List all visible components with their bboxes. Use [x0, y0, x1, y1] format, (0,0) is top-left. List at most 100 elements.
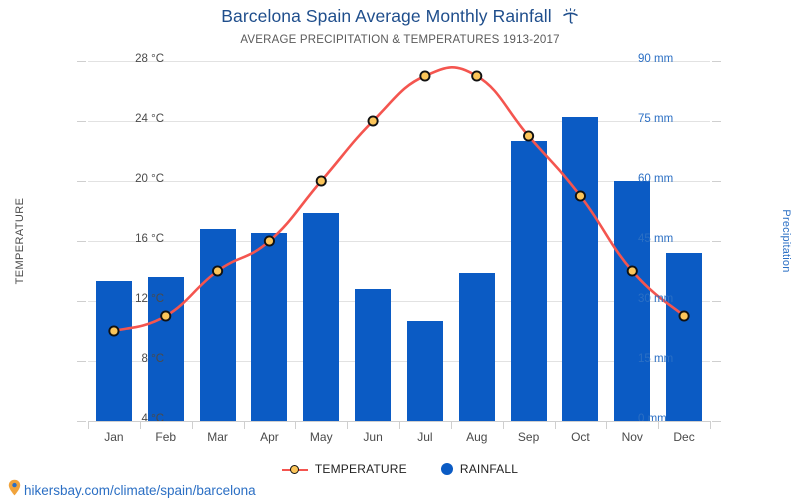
x-axis-month-label: Jul	[417, 430, 433, 444]
rainfall-bar[interactable]	[614, 181, 651, 421]
source-footer[interactable]: hikersbay.com/climate/spain/barcelona	[8, 479, 256, 501]
x-axis-tick	[554, 421, 556, 429]
temperature-point-marker[interactable]: May: 20 °C	[315, 175, 327, 187]
left-axis-title: TEMPERATURE	[14, 197, 26, 285]
temperature-point-marker[interactable]: Oct: 19 °C	[574, 190, 586, 202]
x-axis-month-label: Jan	[104, 430, 124, 444]
temperature-point-marker[interactable]: Jun: 24 °C	[367, 115, 379, 127]
x-axis-tick	[295, 421, 297, 429]
x-axis-tick	[710, 421, 711, 429]
x-axis-tick	[191, 421, 193, 429]
rainfall-bar[interactable]	[199, 229, 236, 421]
plot-area: Jan: 10 °C Feb: 11 °C Mar: 14 °C Apr: 16 °C…	[77, 61, 721, 422]
right-axis-tick	[712, 121, 721, 122]
temperature-line-marker-icon	[281, 464, 308, 475]
x-axis-tick	[243, 421, 245, 429]
left-axis-tick	[77, 181, 86, 182]
rainfall-bar[interactable]	[406, 321, 443, 421]
gridline	[88, 121, 710, 122]
temperature-point-marker[interactable]: Sep: 23 °C	[523, 130, 535, 142]
temperature-point-marker[interactable]: Nov: 14 °C	[626, 265, 638, 277]
rainfall-bar[interactable]	[95, 281, 132, 421]
rain-cloud-icon	[562, 8, 579, 29]
x-axis-tick	[88, 421, 89, 429]
legend-label-rainfall: RAINFALL	[459, 462, 519, 476]
rainfall-bar[interactable]	[666, 253, 703, 421]
gridline	[88, 301, 710, 302]
location-pin-icon	[8, 479, 21, 501]
left-axis-tick-label: 20 °C	[135, 173, 164, 185]
temperature-point-marker[interactable]: Dec: 11 °C	[678, 310, 690, 322]
temperature-point-marker[interactable]: Jan: 10 °C	[108, 325, 120, 337]
x-axis-tick	[606, 421, 608, 429]
left-axis-tick-label: 8 °C	[141, 353, 165, 365]
temperature-point-marker[interactable]: Feb: 11 °C	[160, 310, 172, 322]
x-axis-tick	[502, 421, 504, 429]
rainfall-bar[interactable]	[147, 277, 184, 421]
line-series-temperature: Jan: 10 °C Feb: 11 °C Mar: 14 °C Apr: 16 °C…	[108, 66, 690, 337]
right-axis-tick-label: 90 mm	[638, 53, 674, 65]
gridline	[88, 361, 710, 362]
x-axis-month-label: Oct	[571, 430, 590, 444]
x-axis-tick	[450, 421, 452, 429]
left-axis-tick-label: 28 °C	[135, 53, 164, 65]
x-axis-month-label: Feb	[155, 430, 177, 444]
left-axis-tick	[77, 421, 86, 422]
right-axis-tick-label: 0 mm	[638, 413, 667, 425]
rainfall-bar[interactable]	[458, 273, 495, 421]
left-axis-tick-label: 4 °C	[141, 413, 165, 425]
rainfall-bar[interactable]	[355, 289, 392, 421]
left-axis-tick	[77, 61, 86, 62]
right-axis-tick-label: 45 mm	[638, 233, 674, 245]
temperature-point-marker[interactable]: Apr: 16 °C	[263, 235, 275, 247]
x-axis-month-label: Dec	[673, 430, 695, 444]
right-axis-tick	[712, 241, 721, 242]
gridline	[88, 61, 710, 62]
x-axis-month-label: Sep	[517, 430, 540, 444]
chart-title: Barcelona Spain Average Monthly Rainfall	[0, 6, 800, 29]
rainfall-circle-marker-icon	[440, 463, 453, 475]
rainfall-bar[interactable]	[562, 117, 599, 421]
left-axis-tick-label: 16 °C	[135, 233, 164, 245]
rainfall-bar[interactable]	[510, 141, 547, 421]
chart-legend: TEMPERATURE RAINFALL	[0, 462, 800, 476]
x-axis-month-label: Aug	[466, 430, 488, 444]
right-axis-tick-label: 60 mm	[638, 173, 674, 185]
temperature-line	[112, 66, 686, 333]
temperature-point-marker[interactable]: Jul: 27 °C	[419, 70, 431, 82]
x-axis-month-label: May	[309, 430, 333, 444]
x-axis-tick	[399, 421, 400, 429]
gridline	[88, 241, 710, 242]
x-axis-tick	[658, 421, 660, 429]
left-axis-tick	[77, 121, 86, 122]
legend-item-rainfall[interactable]: RAINFALL	[440, 462, 519, 476]
left-axis-tick	[77, 361, 86, 362]
x-axis-month-label: Jun	[363, 430, 383, 444]
temperature-point-marker[interactable]: Aug: 27 °C	[471, 70, 483, 82]
x-axis-month-label: Nov	[621, 430, 643, 444]
left-axis-tick-label: 12 °C	[135, 293, 164, 305]
legend-label-temperature: TEMPERATURE	[314, 462, 407, 476]
chart-title-text: Barcelona Spain Average Monthly Rainfall	[221, 6, 552, 26]
right-axis-tick	[712, 181, 721, 182]
temperature-point-marker[interactable]: Mar: 14 °C	[212, 265, 224, 277]
x-axis-month-label: Mar	[207, 430, 228, 444]
source-url[interactable]: hikersbay.com/climate/spain/barcelona	[24, 482, 256, 498]
legend-item-temperature[interactable]: TEMPERATURE	[281, 462, 407, 476]
chart-subtitle: AVERAGE PRECIPITATION & TEMPERATURES 191…	[240, 34, 560, 46]
right-axis-title: Precipitation	[780, 209, 792, 273]
left-axis-tick-label: 24 °C	[135, 113, 164, 125]
right-axis-tick-label: 75 mm	[638, 113, 674, 125]
rainfall-bar[interactable]	[251, 233, 288, 421]
rainfall-bar[interactable]	[303, 213, 340, 421]
right-axis-tick	[712, 421, 721, 422]
x-axis-tick	[347, 421, 349, 429]
right-axis-tick-label: 15 mm	[638, 353, 674, 365]
right-axis-tick	[712, 61, 721, 62]
right-axis-tick-label: 30 mm	[638, 293, 674, 305]
left-axis-tick	[77, 241, 86, 242]
x-axis-tick	[139, 421, 141, 429]
x-axis-month-label: Apr	[260, 430, 279, 444]
left-axis-tick	[77, 301, 86, 302]
